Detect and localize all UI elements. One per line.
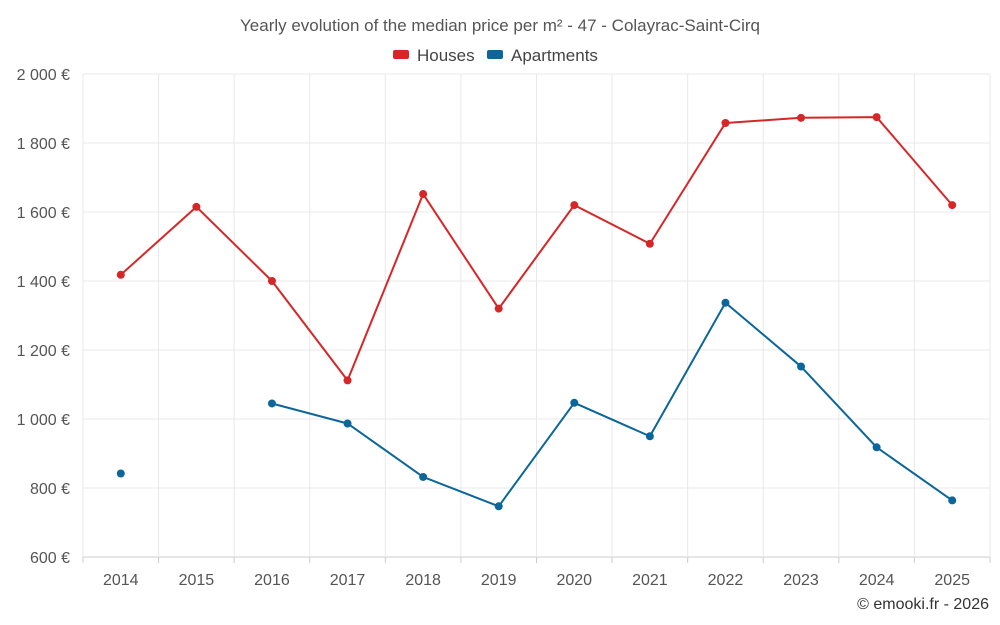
series-line-houses <box>120 116 953 382</box>
y-tick-label: 2 000 € <box>17 67 70 84</box>
data-point-houses-2020[interactable] <box>570 201 579 210</box>
data-point-apartments-2021[interactable] <box>645 432 654 441</box>
data-point-houses-2025[interactable] <box>948 201 957 210</box>
x-tick-label: 2019 <box>481 572 517 589</box>
data-point-apartments-2017[interactable] <box>343 419 352 428</box>
x-axis-ticks: 2014 2015 2016 2017 2018 2019 2020 2021 2022 2023… <box>103 572 970 589</box>
legend: Houses Apartments <box>393 46 598 65</box>
x-tick-label: 2020 <box>556 572 592 589</box>
x-tick-label: 2018 <box>405 572 441 589</box>
legend-item-apartments[interactable]: Apartments <box>487 46 598 65</box>
data-point-apartments-2025[interactable] <box>948 496 957 505</box>
data-point-apartments-2023[interactable] <box>797 362 806 371</box>
x-tick-label: 2024 <box>859 572 895 589</box>
x-tick-label: 2023 <box>783 572 819 589</box>
data-point-apartments-2022[interactable] <box>721 298 730 307</box>
data-point-houses-2018[interactable] <box>419 190 428 199</box>
data-point-apartments-2024[interactable] <box>872 443 881 452</box>
legend-item-houses[interactable]: Houses <box>393 46 475 65</box>
data-point-houses-2022[interactable] <box>721 118 730 127</box>
data-point-apartments-2019[interactable] <box>494 502 503 511</box>
y-tick-label: 1 000 € <box>17 412 70 429</box>
x-tick-label: 2025 <box>934 572 970 589</box>
grid <box>82 73 991 563</box>
y-tick-label: 1 200 € <box>17 343 70 360</box>
data-point-apartments-2018[interactable] <box>419 472 428 481</box>
data-point-houses-2021[interactable] <box>645 239 654 248</box>
data-point-houses-2019[interactable] <box>494 304 503 313</box>
x-tick-label: 2014 <box>103 572 139 589</box>
x-tick-label: 2022 <box>708 572 744 589</box>
data-point-apartments-2020[interactable] <box>570 398 579 407</box>
data-point-apartments-2016[interactable] <box>267 399 276 408</box>
data-point-houses-2015[interactable] <box>192 202 201 211</box>
legend-label-apartments: Apartments <box>511 46 598 65</box>
series-line-apartments <box>271 301 953 508</box>
chart-title: Yearly evolution of the median price per… <box>240 16 760 35</box>
legend-swatch-houses <box>393 50 409 59</box>
series-layer <box>116 113 957 511</box>
data-point-apartments-2014[interactable] <box>116 469 125 478</box>
y-tick-label: 1 600 € <box>17 205 70 222</box>
x-tick-label: 2016 <box>254 572 290 589</box>
y-tick-label: 1 400 € <box>17 274 70 291</box>
y-tick-label: 600 € <box>30 550 70 567</box>
data-point-houses-2017[interactable] <box>343 376 352 385</box>
y-tick-label: 1 800 € <box>17 136 70 153</box>
x-tick-label: 2021 <box>632 572 668 589</box>
y-axis-ticks: 600 € 800 € 1 000 € 1 200 € 1 400 € 1 600 € 1 … <box>17 67 70 567</box>
data-point-houses-2016[interactable] <box>267 277 276 285</box>
legend-swatch-apartments <box>487 50 503 59</box>
legend-label-houses: Houses <box>417 46 475 65</box>
y-tick-label: 800 € <box>30 481 70 498</box>
data-point-houses-2023[interactable] <box>797 113 806 122</box>
x-tick-label: 2017 <box>330 572 366 589</box>
data-point-houses-2024[interactable] <box>872 113 881 122</box>
credit-text: © emooki.fr - 2026 <box>857 596 989 613</box>
data-point-houses-2014[interactable] <box>116 270 125 279</box>
x-tick-label: 2015 <box>179 572 215 589</box>
